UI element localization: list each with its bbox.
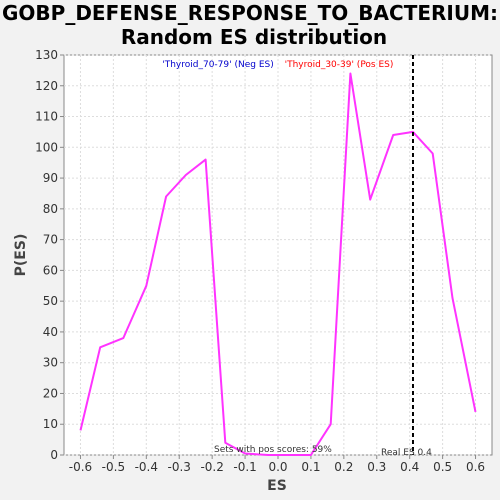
y-tick-label: 10 (43, 417, 58, 431)
y-axis-ticks: 0 10 20 30 40 50 60 70 80 90 100 110 120 130 (35, 48, 64, 462)
x-tick-label: 0.1 (301, 460, 320, 474)
y-tick-label: 0 (50, 448, 58, 462)
chart-title-line2: Random ES distribution (121, 25, 387, 49)
y-tick-label: 80 (43, 202, 58, 216)
y-tick-label: 110 (35, 110, 58, 124)
series-line (79, 72, 477, 456)
x-tick-label: -0.5 (102, 460, 125, 474)
y-tick-label: 120 (35, 79, 58, 93)
legend-neg-es: 'Thyroid_70-79' (Neg ES) (162, 60, 273, 70)
x-tick-label: 0.0 (268, 460, 287, 474)
y-tick-label: 40 (43, 325, 58, 339)
y-tick-label: 100 (35, 140, 58, 154)
y-tick-label: 30 (43, 356, 58, 370)
x-axis-ticks: -0.6 -0.5 -0.4 -0.3 -0.2 -0.1 0.0 0.1 0.2 0.3 0.4 0… (69, 455, 485, 474)
x-tick-label: 0.6 (466, 460, 485, 474)
x-tick-label: 0.2 (334, 460, 353, 474)
y-tick-label: 90 (43, 171, 58, 185)
y-axis-label: P(ES) (13, 234, 29, 277)
pos-scores-annotation: Sets with pos scores: 59% (214, 445, 332, 455)
y-tick-label: 130 (35, 48, 58, 62)
x-tick-label: 0.4 (400, 460, 419, 474)
x-tick-label: 0.5 (433, 460, 452, 474)
series-group (79, 72, 477, 456)
x-tick-label: -0.2 (200, 460, 223, 474)
grid (64, 54, 492, 456)
y-tick-label: 70 (43, 233, 58, 247)
y-tick-label: 50 (43, 294, 58, 308)
x-axis-label: ES (267, 478, 287, 494)
y-tick-label: 60 (43, 263, 58, 277)
legend-pos-es: 'Thyroid_30-39' (Pos ES) (285, 60, 394, 70)
y-tick-label: 20 (43, 386, 58, 400)
x-tick-label: -0.1 (233, 460, 256, 474)
x-tick-label: -0.4 (135, 460, 158, 474)
x-tick-label: 0.3 (367, 460, 386, 474)
chart-title-line1: GOBP_DEFENSE_RESPONSE_TO_BACTERIUM: (2, 1, 498, 25)
x-tick-label: -0.3 (168, 460, 191, 474)
x-tick-label: -0.6 (69, 460, 92, 474)
real-es-annotation: Real ES 0.4 (381, 448, 432, 458)
